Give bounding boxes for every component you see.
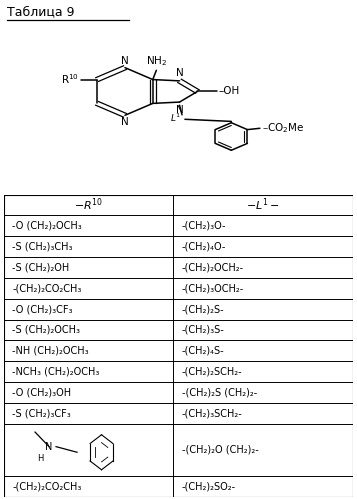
Text: -(CH₂)₃S-: -(CH₂)₃S- xyxy=(182,325,225,335)
Text: -S (CH₂)₂OH: -S (CH₂)₂OH xyxy=(12,262,70,272)
Text: -(CH₂)₃OCH₂-: -(CH₂)₃OCH₂- xyxy=(182,283,244,293)
Text: -(CH₂)₂O (CH₂)₂-: -(CH₂)₂O (CH₂)₂- xyxy=(182,445,259,455)
Text: -S (CH₂)₃CH₃: -S (CH₂)₃CH₃ xyxy=(12,242,73,251)
Text: -(CH₂)₂OCH₂-: -(CH₂)₂OCH₂- xyxy=(182,262,244,272)
Text: -(CH₂)₂S-: -(CH₂)₂S- xyxy=(182,304,225,314)
Text: L$^1$: L$^1$ xyxy=(170,112,181,124)
Text: –OH: –OH xyxy=(219,86,240,96)
Text: N: N xyxy=(45,442,53,452)
Text: -O (CH₂)₂OCH₃: -O (CH₂)₂OCH₃ xyxy=(12,221,82,231)
Text: N: N xyxy=(121,117,129,127)
Text: -NH (CH₂)₂OCH₃: -NH (CH₂)₂OCH₃ xyxy=(12,346,89,356)
Text: -(CH₂)₂CO₂CH₃: -(CH₂)₂CO₂CH₃ xyxy=(12,283,82,293)
Text: -(CH₂)₂SCH₂-: -(CH₂)₂SCH₂- xyxy=(182,367,243,377)
Text: -(CH₂)₃O-: -(CH₂)₃O- xyxy=(182,221,226,231)
Text: -(CH₂)₂SO₂-: -(CH₂)₂SO₂- xyxy=(182,481,236,491)
Text: -NCH₃ (CH₂)₂OCH₃: -NCH₃ (CH₂)₂OCH₃ xyxy=(12,367,100,377)
Text: -O (CH₂)₃CF₃: -O (CH₂)₃CF₃ xyxy=(12,304,73,314)
Text: Таблица 9: Таблица 9 xyxy=(7,5,75,18)
Text: N: N xyxy=(176,68,184,78)
Text: -(CH₂)₄O-: -(CH₂)₄O- xyxy=(182,242,226,251)
Text: -S (CH₂)₂OCH₃: -S (CH₂)₂OCH₃ xyxy=(12,325,80,335)
Text: N: N xyxy=(121,56,129,66)
Text: H: H xyxy=(37,455,44,464)
Text: $-R^{10}$: $-R^{10}$ xyxy=(74,197,103,213)
Text: -(CH₂)₂S (CH₂)₂-: -(CH₂)₂S (CH₂)₂- xyxy=(182,387,257,397)
Text: $-L^{1}-$: $-L^{1}-$ xyxy=(246,197,280,213)
Text: -(CH₂)₃SCH₂-: -(CH₂)₃SCH₂- xyxy=(182,408,243,418)
Text: NH$_2$: NH$_2$ xyxy=(146,54,167,68)
Text: -S (CH₂)₃CF₃: -S (CH₂)₃CF₃ xyxy=(12,408,71,418)
Text: -(CH₂)₄S-: -(CH₂)₄S- xyxy=(182,346,225,356)
Text: N: N xyxy=(176,105,184,115)
Text: -O (CH₂)₃OH: -O (CH₂)₃OH xyxy=(12,387,71,397)
Text: -(CH₂)₂CO₂CH₃: -(CH₂)₂CO₂CH₃ xyxy=(12,481,82,491)
Text: R$^{10}$: R$^{10}$ xyxy=(61,73,79,86)
Text: –CO$_2$Me: –CO$_2$Me xyxy=(262,121,304,135)
